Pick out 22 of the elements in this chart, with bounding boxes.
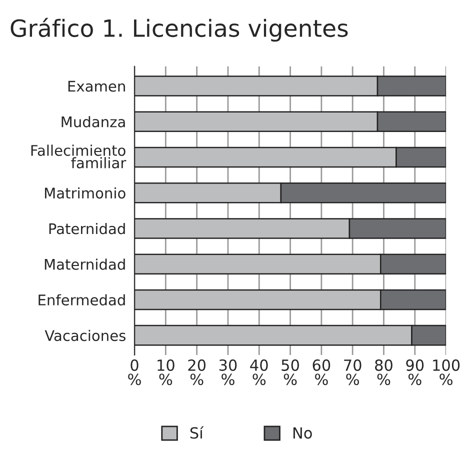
x-tick-label: 20 % <box>188 359 206 386</box>
x-tick-label: 80 % <box>375 359 392 386</box>
chart-title: Gráfico 1. Licencias vigentes <box>10 18 348 42</box>
x-tick-label: 60 % <box>312 359 330 386</box>
y-tick-label: Vacaciones <box>44 330 126 342</box>
x-tick-label: 0 % <box>128 359 141 386</box>
y-tick-label: Maternidad <box>44 258 125 270</box>
x-tick-label: 70 % <box>344 359 362 386</box>
legend-label: No <box>293 427 312 439</box>
y-tick-label: Enfermedad <box>38 294 125 306</box>
x-tick-label: 10 % <box>158 359 174 386</box>
y-tick-label: Examen <box>68 80 125 92</box>
y-tick-label: Fallecimiento familiar <box>31 144 126 168</box>
x-tick-label: 90 % <box>406 359 424 386</box>
y-tick-label: Mudanza <box>62 116 125 128</box>
y-tick-label: Matrimonio <box>44 187 126 199</box>
x-tick-label: 50 % <box>282 359 299 386</box>
y-tick-label: Paternidad <box>49 222 125 234</box>
legend-label: Sí <box>190 426 204 439</box>
x-tick-label: 30 % <box>219 359 237 386</box>
x-tick-label: 100 % <box>433 359 460 386</box>
x-tick-label: 40 % <box>250 359 268 386</box>
